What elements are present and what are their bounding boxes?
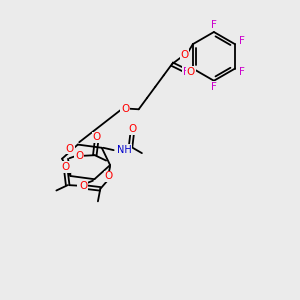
Text: O: O [187, 67, 195, 77]
Text: F: F [238, 67, 244, 77]
Text: F: F [238, 36, 244, 46]
Text: O: O [93, 132, 101, 142]
Text: O: O [128, 124, 136, 134]
Text: O: O [66, 144, 74, 154]
Text: O: O [79, 181, 87, 191]
Text: O: O [75, 151, 83, 161]
Text: O: O [78, 182, 87, 192]
Text: F: F [211, 82, 217, 92]
Text: O: O [104, 171, 113, 182]
Text: O: O [180, 50, 189, 60]
Text: F: F [183, 67, 189, 77]
Text: F: F [211, 20, 217, 31]
Text: NH: NH [117, 145, 131, 155]
Text: O: O [121, 104, 130, 114]
Text: O: O [61, 162, 70, 172]
